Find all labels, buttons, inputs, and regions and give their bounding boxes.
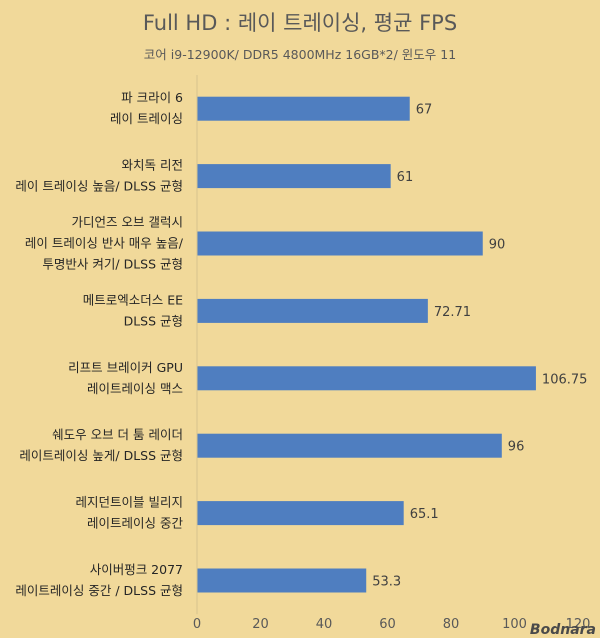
category-label: 메트로엑소더스 EE DLSS 균형 [83, 292, 183, 328]
category-label-line: 레이 트레이싱 높음/ DLSS 균형 [15, 179, 183, 194]
x-tick-label: 60 [379, 617, 396, 632]
category-label-line: 레이트레이싱 중간 [87, 516, 183, 531]
category-label: 사이버펑크 2077 레이트레이싱 중간 / DLSS 균형 [15, 562, 183, 598]
category-label-line: 레지던트이블 빌리지 [76, 495, 183, 510]
bar [197, 164, 391, 189]
bar [197, 433, 502, 458]
category-label: 파 크라이 6 레이 트레이싱 [110, 90, 183, 126]
value-label: 90 [489, 238, 506, 253]
x-tick-label: 40 [316, 617, 333, 632]
bar [197, 501, 404, 526]
value-label: 72.71 [434, 305, 471, 320]
category-label-line: 가디언즈 오브 갤럭시 [72, 215, 183, 230]
category-label-line: 메트로엑소더스 EE [83, 292, 183, 307]
category-label-line: 레이 트레이싱 반사 매우 높음/ [25, 236, 184, 251]
category-label-line: 파 크라이 6 [121, 90, 183, 105]
category-label-line: 레이트레이싱 높게/ DLSS 균형 [19, 448, 183, 463]
chart-subtitle: 코어 i9-12900K/ DDR5 4800MHz 16GB*2/ 윈도우 1… [144, 47, 456, 62]
category-label-line: 투명반사 켜기/ DLSS 균형 [42, 257, 183, 272]
bar [197, 96, 410, 121]
x-tick-label: 0 [193, 617, 201, 632]
category-label: 리프트 브레이커 GPU 레이트레이싱 맥스 [68, 360, 183, 396]
value-labels-group: 67 61 90 72.71 106.75 96 65.1 53.3 [372, 103, 587, 590]
category-label-line: DLSS 균형 [124, 313, 183, 328]
value-label: 61 [397, 170, 414, 185]
category-label-line: 레이트레이싱 중간 / DLSS 균형 [15, 583, 183, 598]
value-label: 53.3 [372, 575, 401, 590]
value-label: 96 [508, 440, 525, 455]
bar [197, 298, 428, 323]
x-tick-label: 100 [502, 617, 527, 632]
value-label: 106.75 [542, 372, 588, 387]
bars-group [197, 96, 536, 593]
category-label-line: 와치독 리전 [122, 158, 183, 173]
x-tick-label: 120 [566, 617, 591, 632]
value-label: 65.1 [410, 507, 439, 522]
category-label-line: 리프트 브레이커 GPU [68, 360, 183, 375]
watermark-logo: Bodnara [530, 622, 596, 638]
x-tick-label: 80 [443, 617, 460, 632]
x-tick-label: 20 [252, 617, 269, 632]
category-label-line: 레이트레이싱 맥스 [87, 381, 183, 396]
chart-title: Full HD : 레이 트레이싱, 평균 FPS [143, 11, 457, 35]
bar [197, 366, 536, 391]
category-label-line: 레이 트레이싱 [110, 111, 183, 126]
category-label-line: 쉐도우 오브 더 툼 레이더 [52, 427, 183, 442]
bar [197, 568, 367, 593]
category-label-line: 사이버펑크 2077 [90, 562, 183, 577]
value-label: 67 [416, 103, 433, 118]
x-axis-ticks-group: 0 20 40 60 80 100 120 [193, 75, 591, 632]
bar [197, 231, 483, 256]
